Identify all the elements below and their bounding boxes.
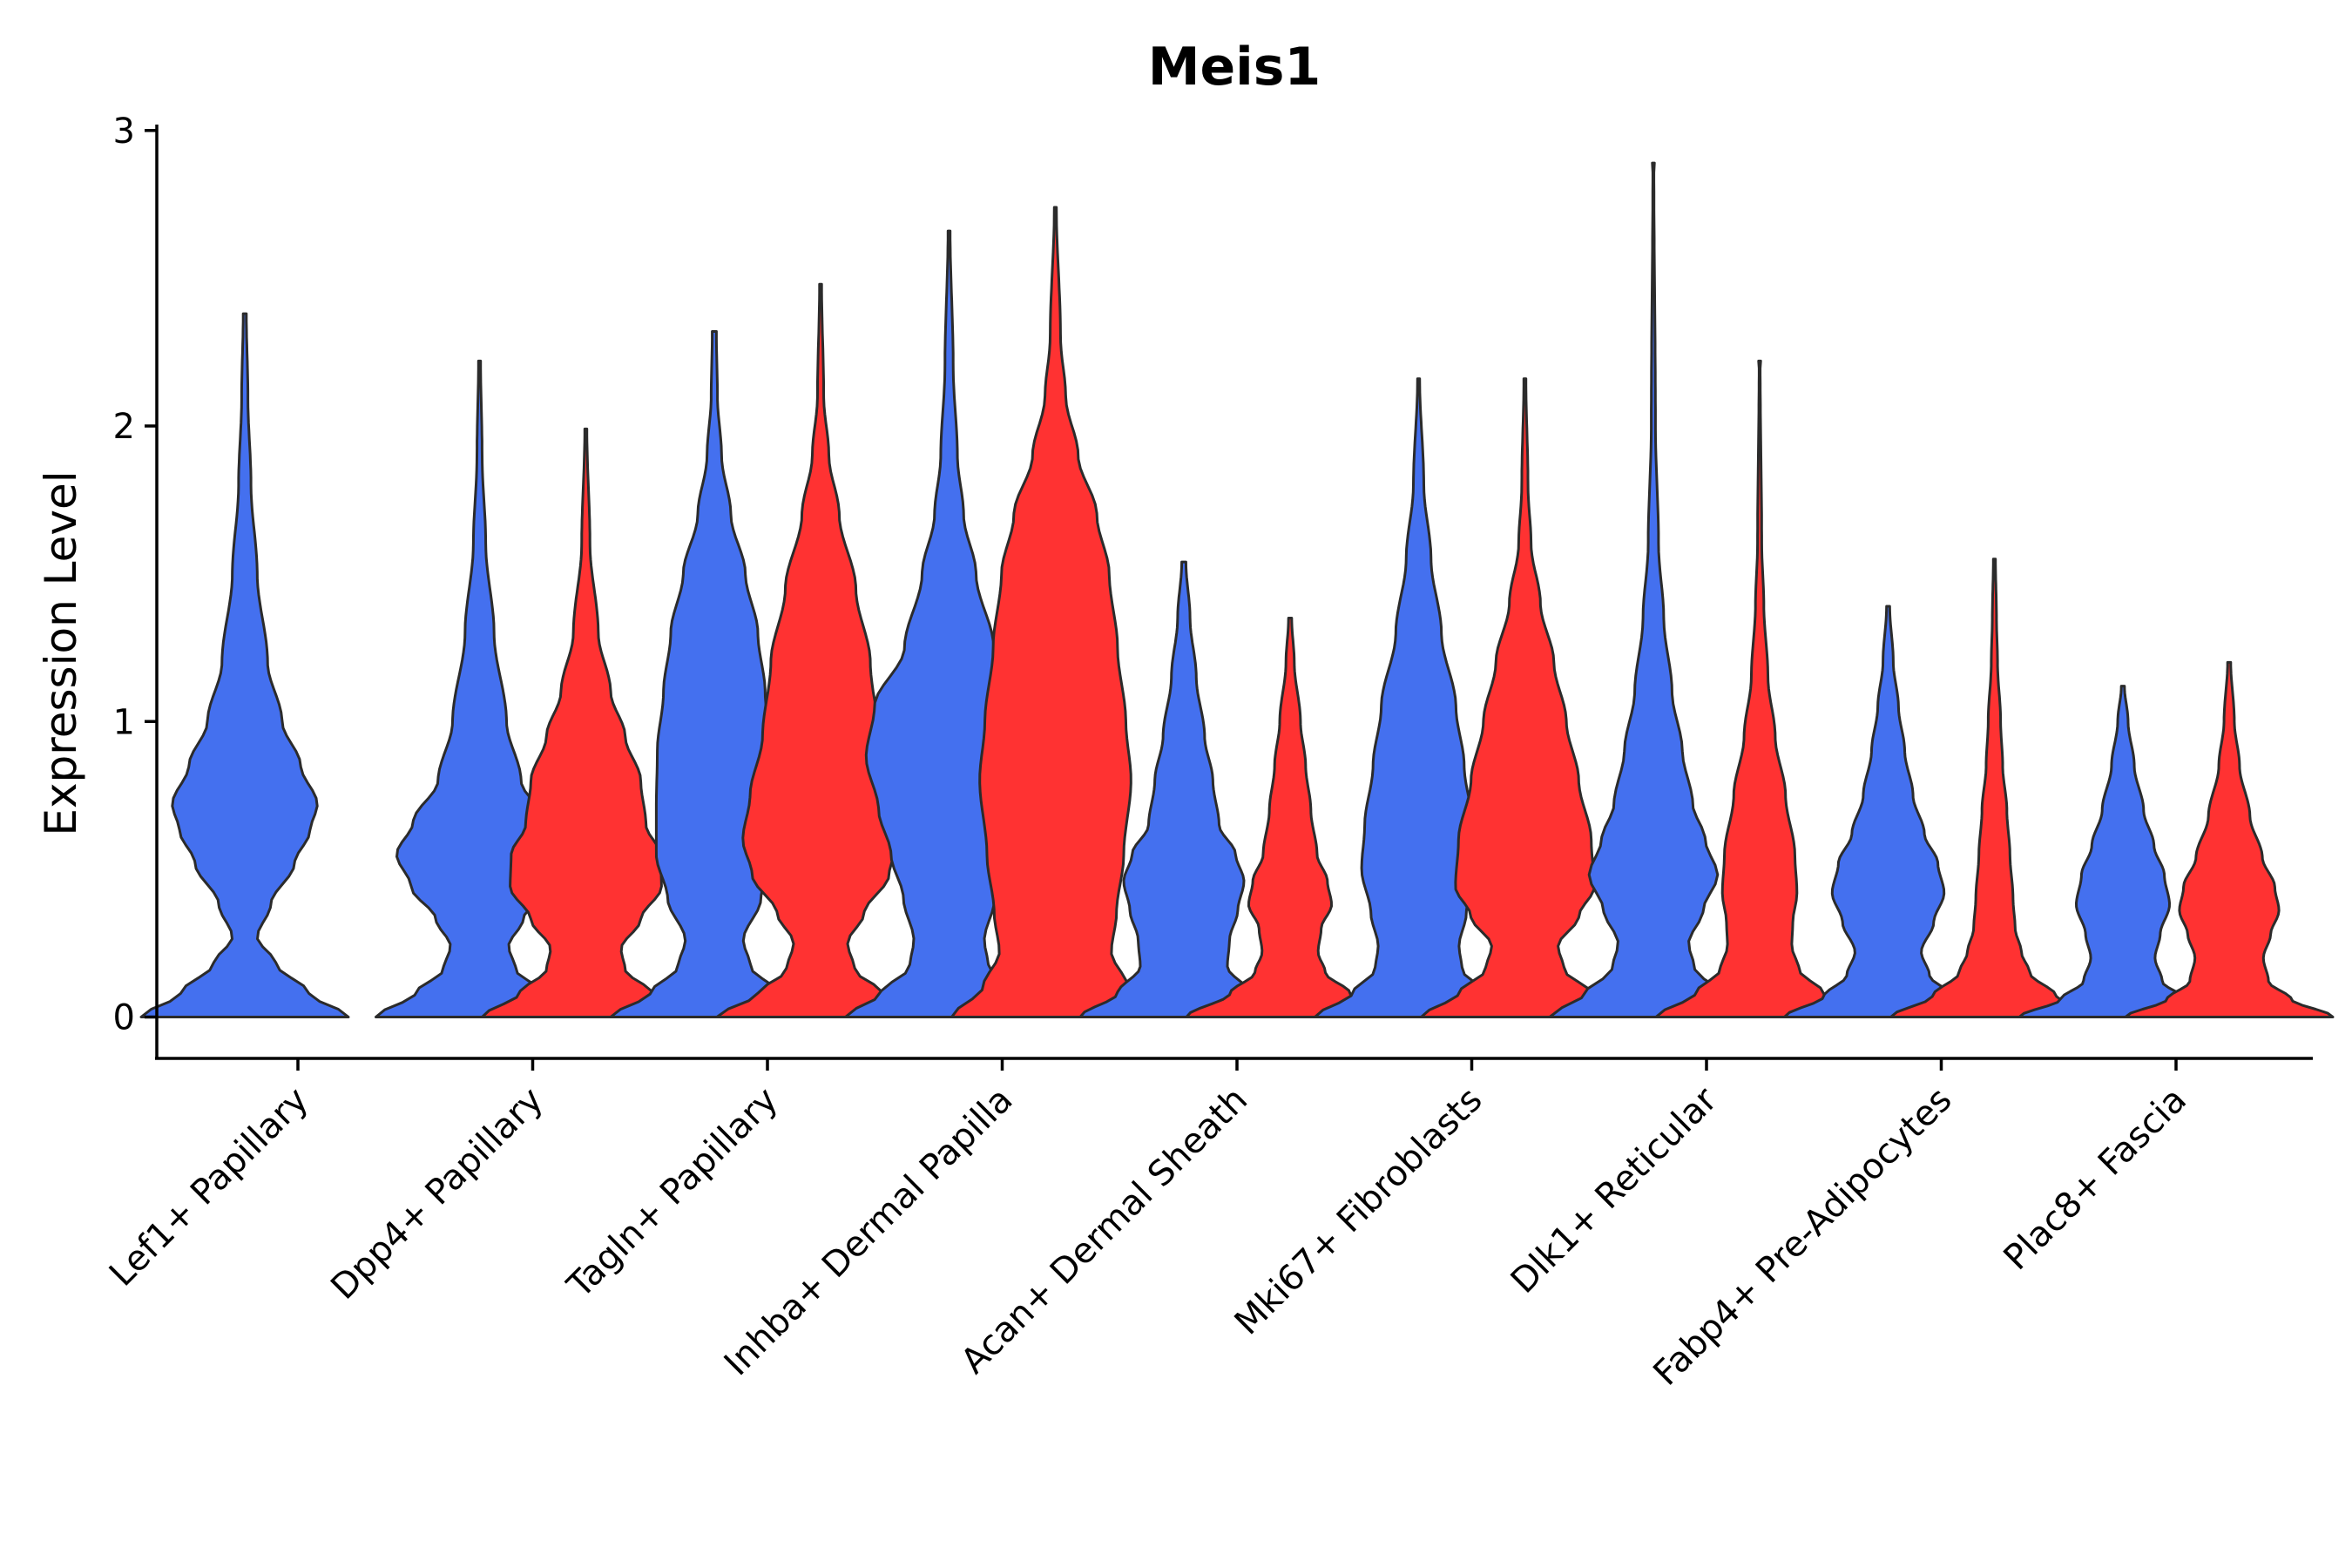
y-tick-label: 3 xyxy=(113,112,135,152)
violin-blue-7 xyxy=(1548,161,1759,1018)
y-axis-label: Expression Level xyxy=(36,470,86,835)
violin-red-8 xyxy=(1889,558,2099,1018)
violin-blue-1 xyxy=(139,312,350,1018)
x-tick-label: Tagln+ Papillary xyxy=(559,1080,786,1307)
violin-red-6 xyxy=(1420,377,1630,1018)
x-tick-label: Dlk1+ Reticular xyxy=(1504,1079,1726,1301)
violins-layer xyxy=(139,161,2335,1018)
chart-title: Meis1 xyxy=(1148,37,1321,98)
violin-red-9 xyxy=(2124,660,2335,1018)
violin-red-5 xyxy=(1185,617,1396,1018)
y-tick-label: 2 xyxy=(113,407,135,447)
x-tick-label: Lef1+ Papillary xyxy=(102,1080,316,1294)
y-tick-label: 1 xyxy=(113,702,135,742)
x-tick-label: Mki67+ Fibroblasts xyxy=(1227,1080,1490,1343)
violin-red-2 xyxy=(481,427,691,1018)
violin-blue-8 xyxy=(1783,605,1993,1018)
violin-blue-9 xyxy=(2017,685,2228,1018)
violin-blue-5 xyxy=(1078,560,1289,1018)
violin-red-4 xyxy=(950,206,1160,1018)
y-axis-ticks: 0 1 2 3 xyxy=(113,112,157,1038)
x-tick-label: Plac8+ Fascia xyxy=(1997,1080,2195,1279)
y-tick-label: 0 xyxy=(113,998,135,1038)
x-tick-label: Dpp4+ Papillary xyxy=(323,1080,551,1308)
x-axis-ticks: Lef1+ Papillary Dpp4+ Papillary Tagln+ Pap… xyxy=(102,1058,2194,1394)
violin-red-7 xyxy=(1654,359,1865,1018)
